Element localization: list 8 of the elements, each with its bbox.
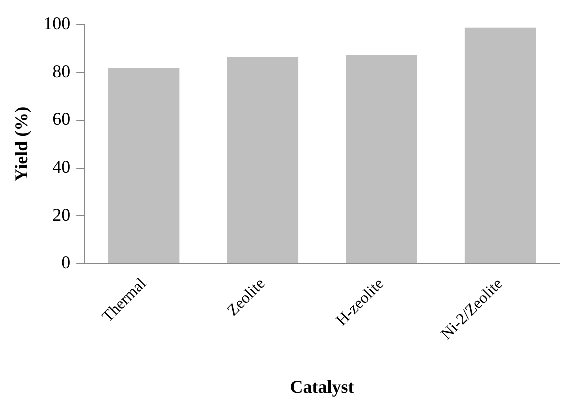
x-axis-title: Catalyst <box>290 376 354 397</box>
y-tick-label: 80 <box>52 61 71 82</box>
y-tick-label: 40 <box>52 156 71 177</box>
y-tick-label: 60 <box>52 109 71 130</box>
y-tick-label: 20 <box>52 204 71 225</box>
y-axis-title: Yield (%) <box>11 106 32 182</box>
y-tick-label: 0 <box>62 252 71 273</box>
y-tick-label: 100 <box>44 14 71 34</box>
